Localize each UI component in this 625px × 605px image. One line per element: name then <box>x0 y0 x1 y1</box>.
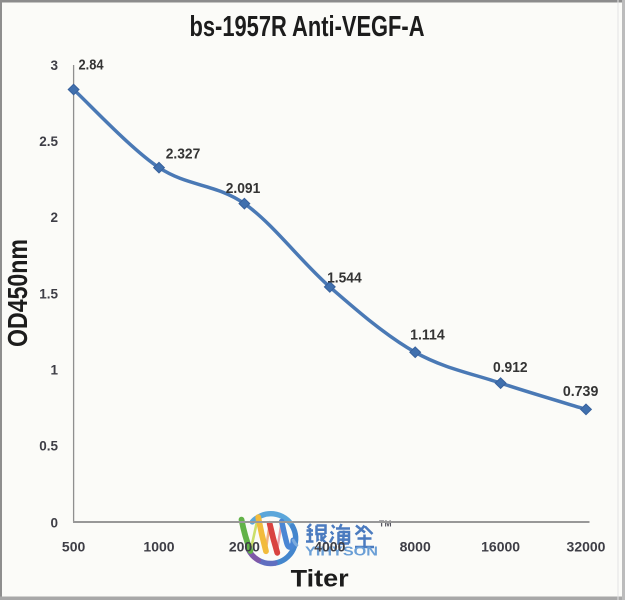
svg-text:32000: 32000 <box>567 539 606 555</box>
svg-text:4000: 4000 <box>314 539 345 555</box>
svg-text:2: 2 <box>50 210 58 225</box>
svg-text:8000: 8000 <box>400 539 431 555</box>
svg-text:1.544: 1.544 <box>327 270 362 287</box>
svg-text:3: 3 <box>50 58 58 73</box>
svg-text:1: 1 <box>50 362 58 377</box>
svg-text:0.912: 0.912 <box>493 359 528 376</box>
svg-text:500: 500 <box>62 539 86 555</box>
svg-text:OD450nm: OD450nm <box>2 239 33 347</box>
svg-text:0.739: 0.739 <box>563 383 599 400</box>
svg-text:16000: 16000 <box>481 539 520 555</box>
svg-text:Titer: Titer <box>291 566 349 593</box>
svg-text:0.5: 0.5 <box>39 439 58 454</box>
svg-text:2.84: 2.84 <box>79 56 105 73</box>
svg-text:bs-1957R Anti-VEGF-A: bs-1957R Anti-VEGF-A <box>190 11 425 43</box>
svg-text:1000: 1000 <box>143 539 174 555</box>
svg-text:YIHYSON: YIHYSON <box>305 544 378 559</box>
svg-text:1.114: 1.114 <box>410 327 445 344</box>
svg-text:2.5: 2.5 <box>39 134 58 149</box>
svg-text:2.091: 2.091 <box>226 180 261 197</box>
svg-text:2.327: 2.327 <box>166 145 201 162</box>
svg-text:0: 0 <box>50 516 58 531</box>
svg-text:TM: TM <box>379 519 392 529</box>
svg-text:2000: 2000 <box>229 539 260 555</box>
svg-text:1.5: 1.5 <box>39 286 58 301</box>
